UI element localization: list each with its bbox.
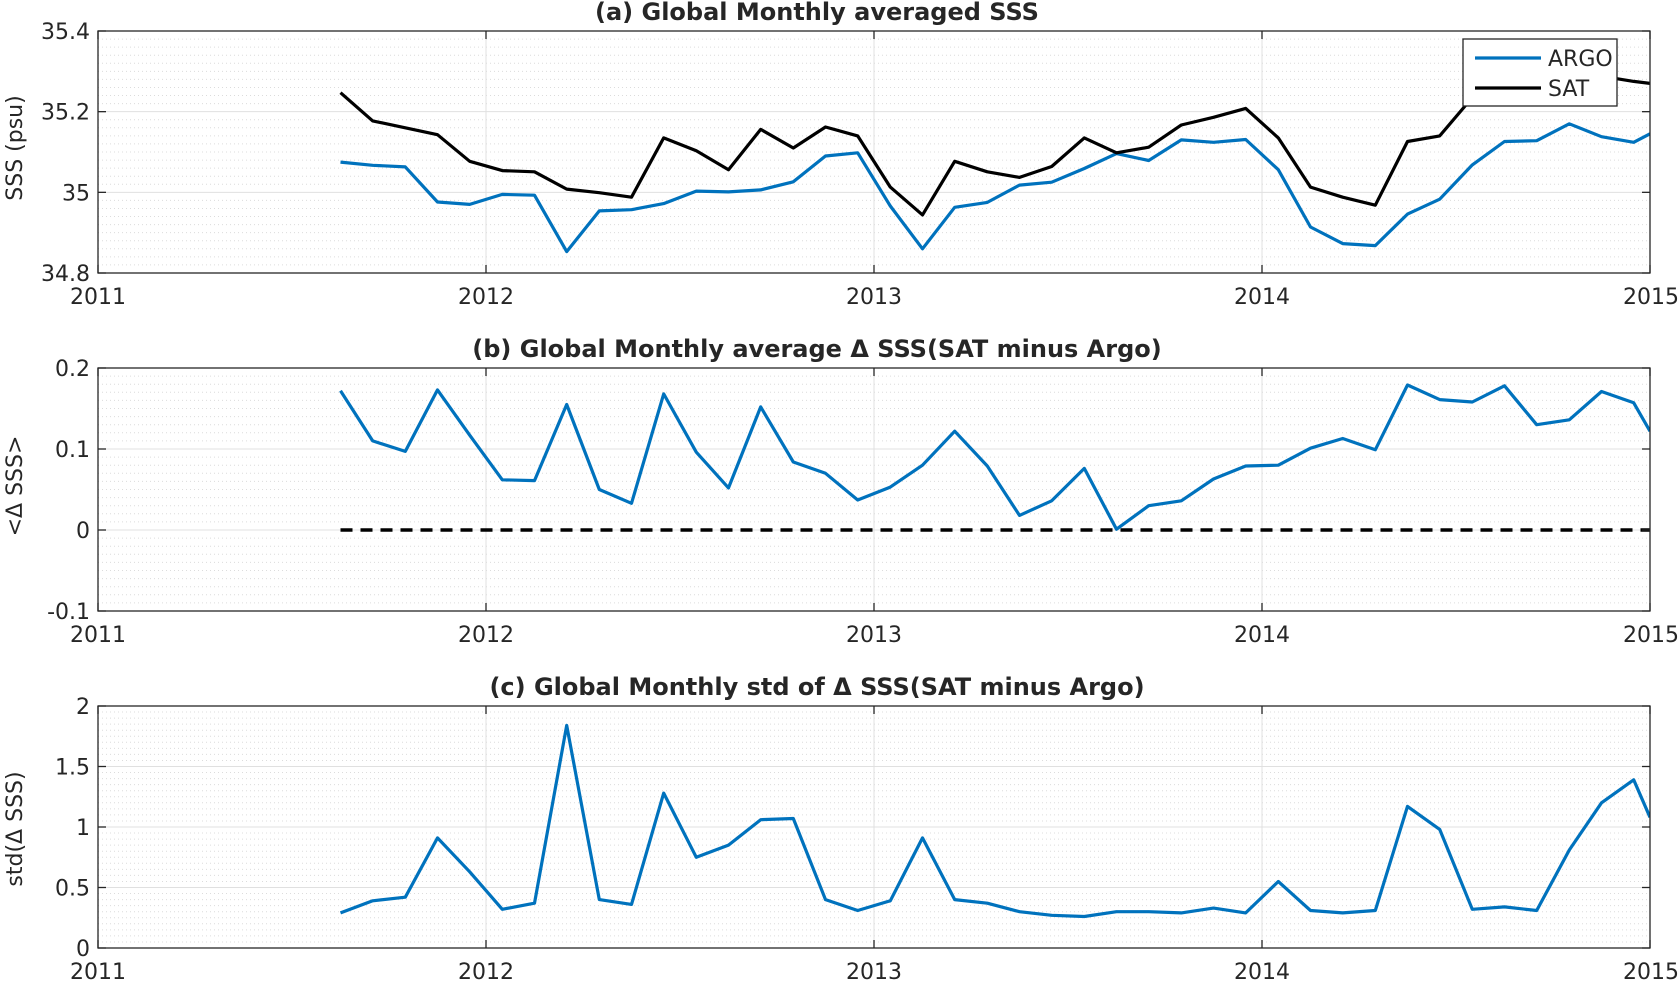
- x-tick-label: 2014: [1234, 623, 1290, 648]
- y-tick-label: 35: [62, 181, 90, 206]
- y-axis-label: <Δ SSS>: [3, 436, 28, 537]
- y-tick-label: 0: [76, 937, 90, 962]
- x-tick-label: 2015: [1623, 623, 1679, 648]
- x-tick-label: 2015: [1623, 960, 1679, 982]
- x-tick-label: 2012: [458, 623, 514, 648]
- y-tick-label: 0.2: [55, 357, 90, 382]
- y-tick-label: 1.5: [55, 756, 90, 781]
- x-tick-label: 2013: [846, 623, 902, 648]
- chart-title: (c) Global Monthly std of Δ SSS(SAT minu…: [489, 673, 1144, 701]
- legend-label-argo: ARGO: [1548, 47, 1613, 72]
- y-tick-label: -0.1: [47, 600, 90, 625]
- legend-box: [1462, 38, 1618, 107]
- legend: ARGO SAT: [1462, 38, 1618, 107]
- y-tick-label: 34.8: [41, 262, 90, 287]
- chart-title: (a) Global Monthly averaged SSS: [595, 0, 1039, 26]
- chart-title: (b) Global Monthly average Δ SSS(SAT min…: [472, 335, 1161, 363]
- y-tick-label: 35.4: [41, 20, 90, 45]
- x-tick-label: 2012: [458, 960, 514, 982]
- y-tick-label: 1: [76, 816, 90, 841]
- series-line-main: [339, 383, 1650, 531]
- y-axis-label: SSS (psu): [3, 95, 28, 200]
- x-tick-label: 2011: [70, 623, 126, 648]
- x-tick-label: 2011: [70, 960, 126, 982]
- x-tick-label: 2014: [1234, 960, 1290, 982]
- y-tick-label: 0.1: [55, 438, 90, 463]
- x-tick-label: 2014: [1234, 285, 1290, 310]
- y-axis-label: std(Δ SSS): [3, 771, 28, 886]
- series-line-main: [339, 723, 1650, 919]
- legend-label-sat: SAT: [1548, 77, 1590, 102]
- y-tick-label: 35.2: [41, 101, 90, 126]
- x-tick-label: 2011: [70, 285, 126, 310]
- panel-b: (b) Global Monthly average Δ SSS(SAT min…: [3, 335, 1679, 648]
- y-tick-label: 0: [76, 519, 90, 544]
- x-tick-label: 2015: [1623, 285, 1679, 310]
- x-tick-label: 2013: [846, 960, 902, 982]
- x-tick-label: 2013: [846, 285, 902, 310]
- series-line-argo: [340, 122, 1650, 254]
- x-tick-label: 2012: [458, 285, 514, 310]
- y-tick-label: 0.5: [55, 877, 90, 902]
- series-line-sat: [339, 71, 1650, 217]
- y-tick-label: 2: [76, 695, 90, 720]
- panel-c: (c) Global Monthly std of Δ SSS(SAT minu…: [3, 673, 1679, 982]
- panel-a: (a) Global Monthly averaged SSS SSS (psu…: [3, 0, 1679, 310]
